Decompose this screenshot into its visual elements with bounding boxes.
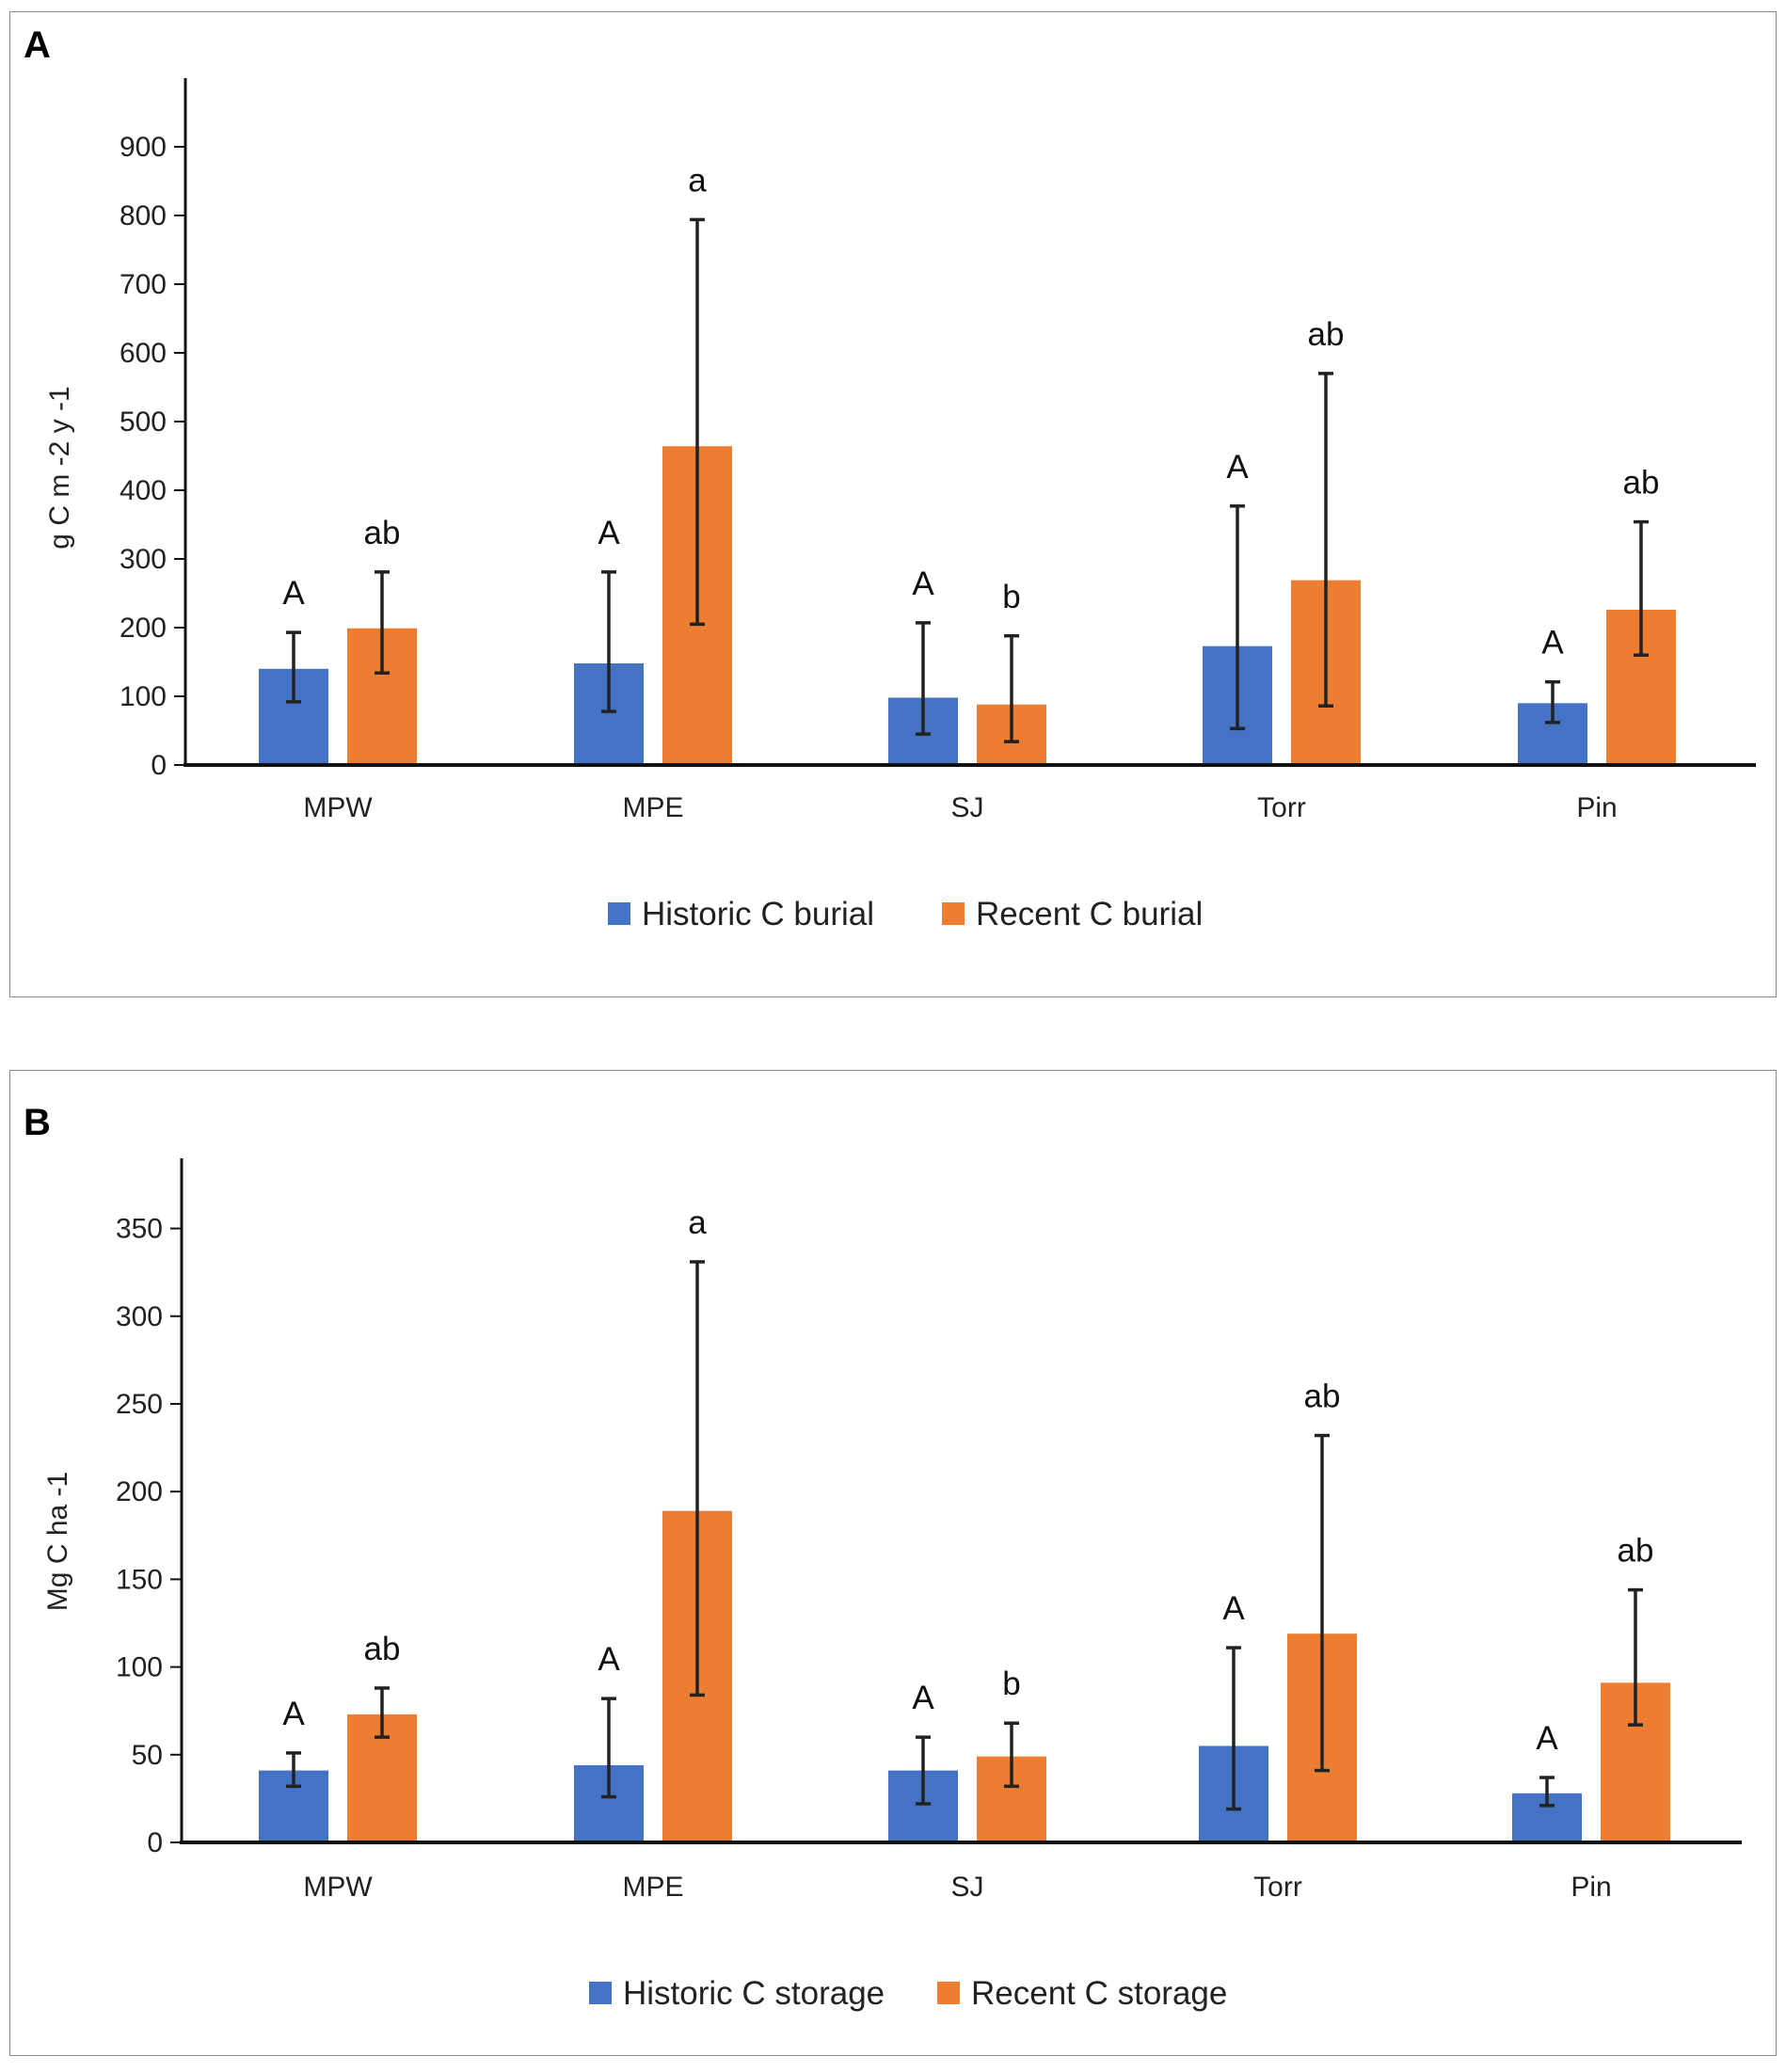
y-tick-label: 250 — [116, 1389, 163, 1420]
y-tick-label: 200 — [120, 613, 167, 644]
y-tick-label: 800 — [120, 200, 167, 231]
y-tick-label: 100 — [116, 1652, 163, 1683]
panel-label: A — [24, 24, 51, 66]
legend-label-historic: Historic C storage — [623, 1975, 885, 2012]
legend-swatch-historic — [608, 902, 630, 925]
significance-letter: b — [1002, 579, 1020, 615]
y-axis-title: Mg C ha -1 — [42, 1472, 73, 1611]
significance-letter: A — [282, 575, 305, 612]
significance-letter: a — [688, 1204, 707, 1241]
legend-label-historic: Historic C burial — [642, 896, 874, 932]
y-tick-label: 100 — [120, 681, 167, 712]
x-tick-label: MPE — [622, 1872, 683, 1903]
y-axis-title: g C m -2 y -1 — [44, 386, 75, 549]
significance-letter: a — [688, 162, 707, 199]
y-tick-label: 0 — [147, 1827, 163, 1858]
legend-label-recent: Recent C storage — [971, 1975, 1227, 2012]
y-tick-label: 300 — [120, 544, 167, 575]
chart-a-svg: A 0 100 200 300 400 500 600 700 800 900 g C m -2 y… — [24, 24, 1756, 932]
x-tick-label: MPW — [303, 1872, 373, 1903]
significance-letter: ab — [1308, 316, 1345, 353]
legend-swatch-historic — [589, 1982, 612, 2004]
legend-label-recent: Recent C burial — [976, 896, 1203, 932]
significance-letter: A — [1536, 1720, 1558, 1757]
x-tick-label: Torr — [1257, 792, 1306, 823]
y-tick-label: 200 — [116, 1476, 163, 1507]
x-tick-label: Pin — [1576, 792, 1617, 823]
significance-letter: ab — [364, 515, 401, 551]
significance-letter: A — [1541, 625, 1564, 661]
significance-letter: ab — [1623, 465, 1660, 502]
y-tick-label: 400 — [120, 475, 167, 506]
significance-letter: ab — [1618, 1533, 1654, 1570]
legend-swatch-recent — [942, 902, 965, 925]
y-tick-label: 0 — [151, 750, 167, 781]
chart-panel-a: A 0 100 200 300 400 500 600 700 800 900 g C m -2 y… — [9, 11, 1777, 997]
significance-letter: ab — [1304, 1379, 1341, 1415]
y-tick-label: 50 — [132, 1740, 163, 1771]
significance-letter: A — [598, 1641, 620, 1678]
x-tick-label: MPW — [303, 792, 373, 823]
legend-swatch-recent — [937, 1982, 960, 2004]
significance-letter: A — [282, 1696, 305, 1732]
significance-letter: b — [1002, 1666, 1020, 1702]
significance-letter: A — [912, 1680, 934, 1716]
y-tick-label: 350 — [116, 1214, 163, 1245]
y-tick-label: 500 — [120, 406, 167, 438]
significance-letter: A — [912, 566, 934, 602]
x-tick-label: SJ — [950, 792, 983, 823]
y-tick-label: 700 — [120, 269, 167, 300]
y-tick-label: 600 — [120, 338, 167, 369]
y-tick-label: 300 — [116, 1301, 163, 1332]
x-tick-label: MPE — [622, 792, 683, 823]
significance-letter: A — [598, 515, 620, 551]
y-tick-label: 900 — [120, 132, 167, 163]
significance-letter: A — [1226, 449, 1249, 486]
significance-letter: A — [1222, 1590, 1245, 1627]
y-tick-label: 150 — [116, 1564, 163, 1595]
x-tick-label: SJ — [950, 1872, 983, 1903]
panel-label: B — [24, 1102, 51, 1143]
x-tick-label: Pin — [1571, 1872, 1611, 1903]
significance-letter: ab — [364, 1631, 401, 1667]
x-tick-label: Torr — [1253, 1872, 1302, 1903]
